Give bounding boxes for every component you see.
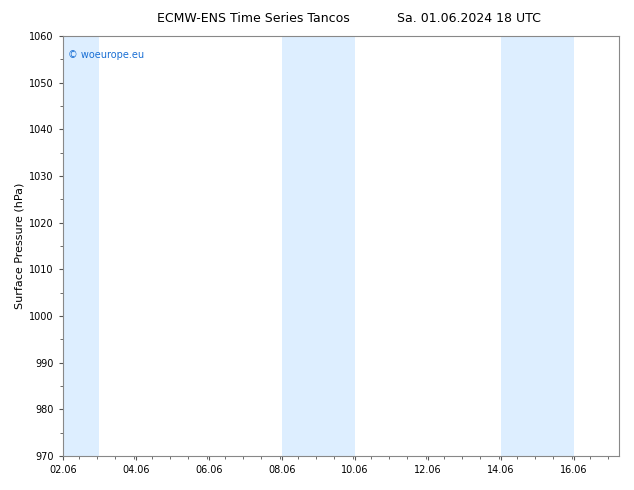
Bar xyxy=(63,36,100,456)
Text: ECMW-ENS Time Series Tancos: ECMW-ENS Time Series Tancos xyxy=(157,12,350,25)
Y-axis label: Surface Pressure (hPa): Surface Pressure (hPa) xyxy=(15,183,25,309)
Text: © woeurope.eu: © woeurope.eu xyxy=(68,50,144,60)
Bar xyxy=(281,36,355,456)
Text: Sa. 01.06.2024 18 UTC: Sa. 01.06.2024 18 UTC xyxy=(398,12,541,25)
Bar xyxy=(501,36,574,456)
